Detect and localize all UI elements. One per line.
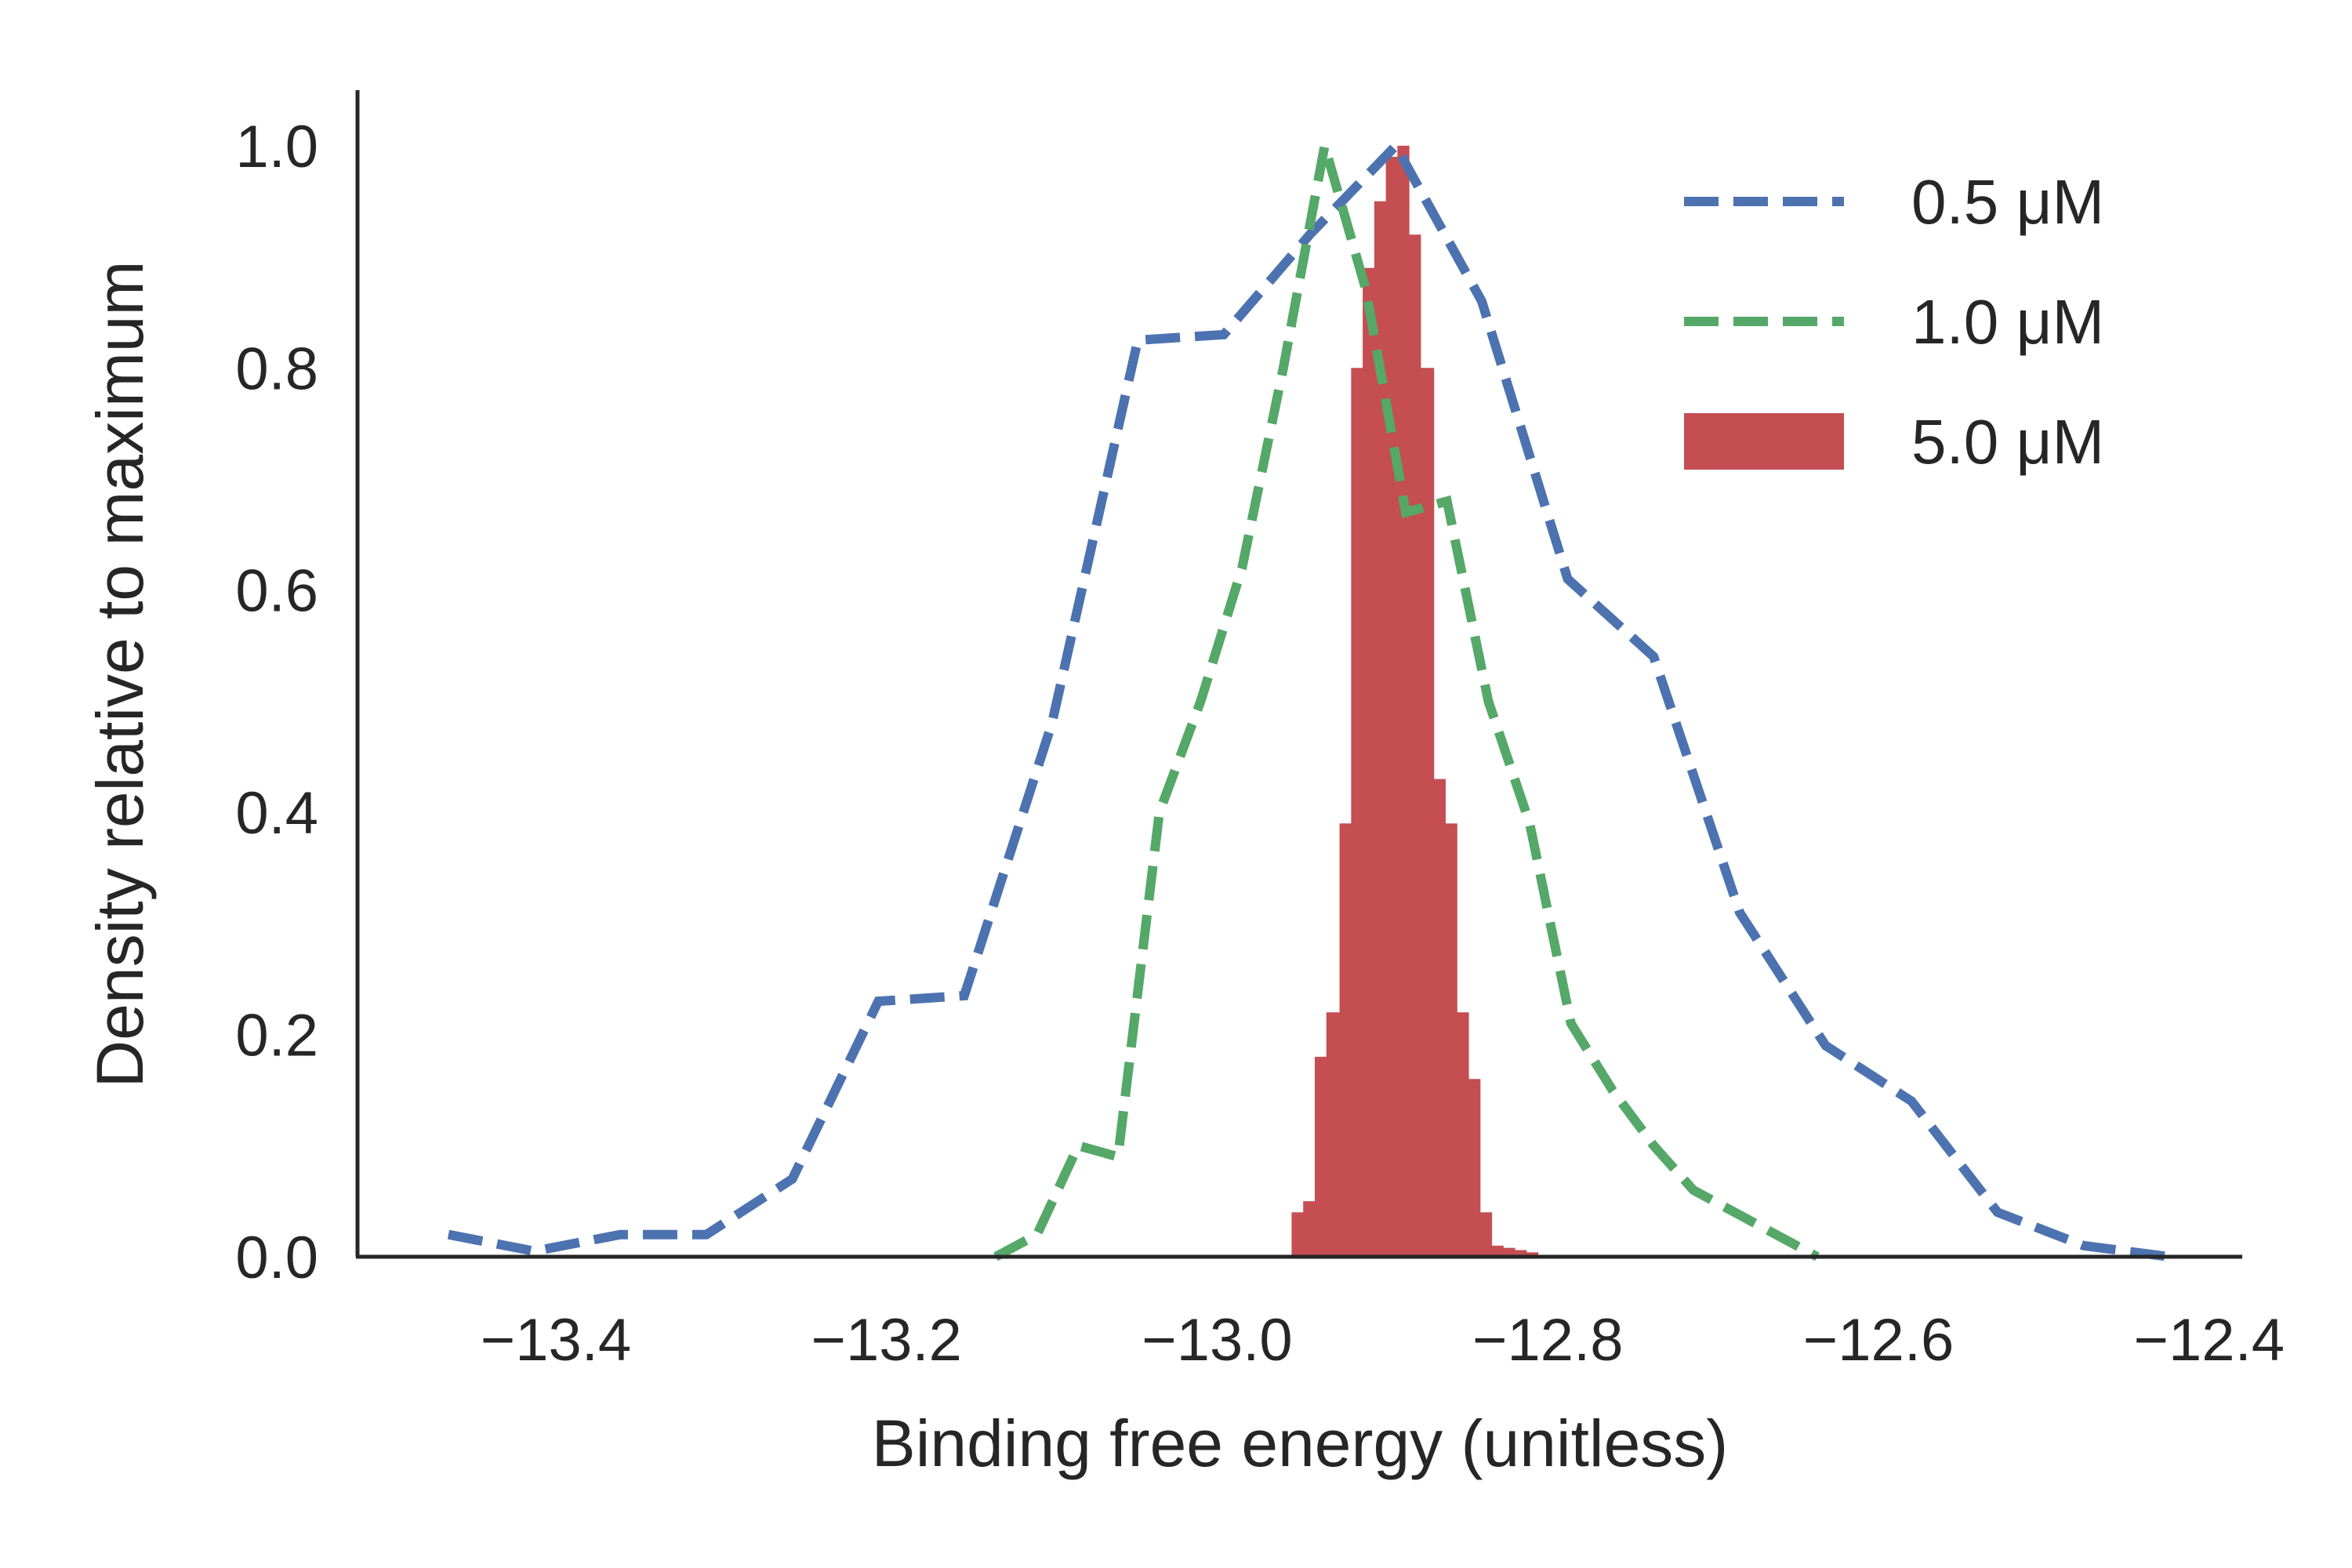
histogram-bar: [1339, 823, 1352, 1257]
legend-label: 1.0 μM: [1911, 287, 2104, 357]
legend-label: 5.0 μM: [1911, 407, 2104, 477]
x-tick-label: −12.4: [2134, 1307, 2285, 1374]
histogram-bar: [1291, 1212, 1304, 1257]
x-tick-labels: −13.4 −13.2 −13.0 −12.8 −12.6 −12.4: [481, 1307, 2285, 1374]
histogram-bar: [1314, 1056, 1327, 1257]
histogram-bar: [1479, 1212, 1493, 1257]
histogram-bar: [1491, 1245, 1504, 1257]
x-tick-label: −12.8: [1472, 1307, 1623, 1374]
y-axis-label: Density relative to maximum: [83, 261, 157, 1088]
y-tick-labels: 0.0 0.2 0.4 0.6 0.8 1.0: [235, 114, 318, 1291]
histogram-bar: [1457, 1012, 1469, 1257]
histogram-bar: [1326, 1012, 1341, 1257]
x-axis-label: Binding free energy (unitless): [872, 1406, 1729, 1480]
legend-label: 0.5 μM: [1911, 167, 2104, 237]
y-tick-label: 0.4: [235, 780, 318, 847]
y-tick-label: 0.2: [235, 1003, 318, 1069]
series-line-1: [993, 144, 1820, 1261]
y-tick-label: 0.8: [235, 336, 318, 402]
histogram-bar: [1397, 145, 1410, 1257]
x-tick-label: −13.4: [481, 1307, 631, 1374]
y-tick-label: 0.6: [235, 558, 318, 625]
histogram-bar: [1526, 1252, 1539, 1257]
legend: 0.5 μM 1.0 μM 5.0 μM: [1684, 167, 2104, 477]
histogram-bar: [1303, 1201, 1316, 1257]
series-line-0: [447, 137, 2170, 1261]
axes: [355, 90, 2242, 1259]
y-tick-label: 1.0: [235, 114, 318, 180]
histogram-bar: [1503, 1247, 1515, 1257]
histogram-bar: [1385, 157, 1398, 1257]
histogram-bar: [1374, 201, 1387, 1257]
histogram-bar: [1445, 823, 1457, 1257]
histogram-bar: [1409, 234, 1421, 1258]
x-tick-label: −13.0: [1142, 1307, 1292, 1374]
y-tick-label: 0.0: [235, 1225, 318, 1291]
histogram-bar: [1420, 368, 1435, 1258]
plot-area: [447, 137, 2170, 1261]
histogram-bar: [1515, 1250, 1527, 1257]
histogram-bar: [1363, 267, 1375, 1257]
histogram-bar: [1468, 1079, 1481, 1257]
legend-swatch-rect: [1684, 413, 1844, 470]
histogram-bar: [1351, 368, 1363, 1258]
histogram-bar: [1433, 779, 1446, 1257]
x-tick-label: −12.6: [1803, 1307, 1954, 1374]
x-tick-label: −13.2: [811, 1307, 962, 1374]
